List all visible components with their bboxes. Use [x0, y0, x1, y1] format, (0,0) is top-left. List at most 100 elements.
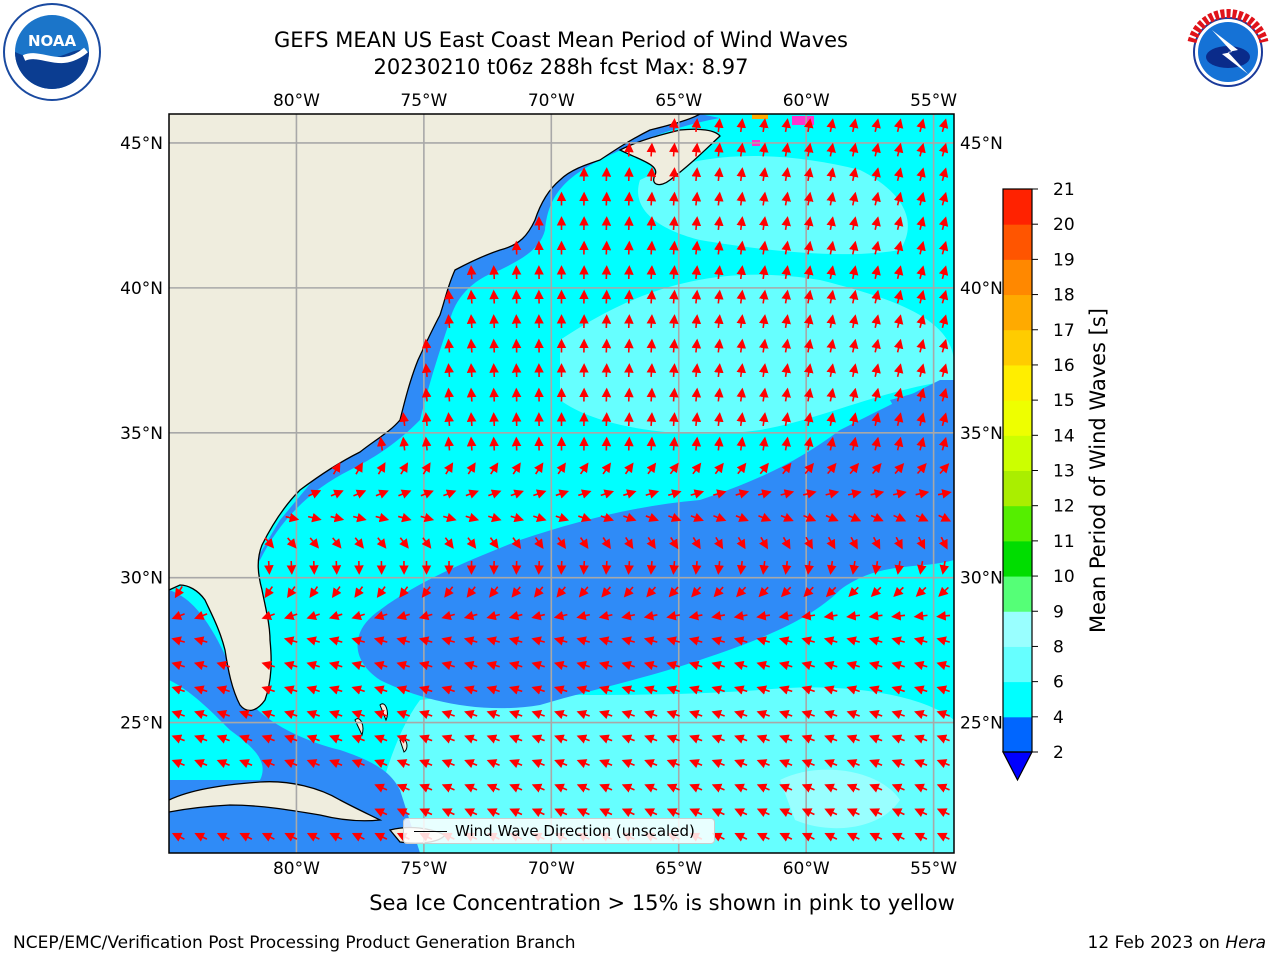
wind-wave-arrow [759, 462, 769, 475]
wind-wave-arrow [759, 191, 769, 206]
wind-wave-arrow [553, 636, 568, 646]
wind-wave-arrow [871, 338, 881, 353]
wind-wave-arrow [352, 512, 367, 523]
wind-wave-arrow [759, 387, 769, 402]
wind-wave-arrow [938, 240, 949, 255]
wind-wave-arrow [621, 636, 635, 646]
lat-tick-label-right: 40°N [960, 279, 1003, 299]
wind-wave-arrow [736, 560, 747, 575]
lon-tick-label-bottom: 65°W [655, 859, 702, 879]
colorbar-tick-label: 6 [1053, 673, 1064, 693]
wind-wave-arrow [646, 314, 657, 329]
wind-wave-arrow [194, 759, 208, 769]
wind-wave-arrow [781, 436, 791, 451]
wind-wave-arrow [599, 710, 613, 720]
wind-wave-arrow [870, 489, 885, 499]
wind-wave-arrow [646, 412, 657, 427]
wind-wave-arrow [936, 783, 950, 793]
wind-wave-arrow [669, 191, 679, 206]
wind-wave-arrow [239, 832, 253, 842]
wind-wave-arrow [804, 462, 814, 475]
wind-wave-arrow [871, 191, 881, 206]
wind-wave-arrow [421, 363, 432, 378]
wind-wave-arrow [463, 685, 478, 695]
wind-wave-arrow [823, 636, 838, 646]
wind-wave-arrow [374, 808, 388, 818]
colorbar-tick-label: 14 [1053, 426, 1075, 446]
wind-wave-arrow [444, 537, 454, 549]
wind-wave-arrow [691, 586, 702, 598]
wind-wave-arrow [328, 660, 343, 671]
wind-wave-arrow [734, 710, 748, 720]
wind-wave-arrow [915, 586, 927, 597]
wind-wave-arrow [531, 808, 545, 818]
wind-wave-arrow [555, 489, 569, 499]
wind-wave-arrow [936, 734, 950, 744]
wind-wave-arrow [351, 610, 365, 621]
wind-wave-arrow [736, 289, 747, 304]
wind-wave-arrow [307, 512, 322, 523]
wind-wave-arrow [645, 489, 660, 499]
wind-wave-arrow [646, 191, 657, 206]
footer-date-text: 12 Feb 2023 on [1087, 933, 1220, 953]
wind-wave-arrow [759, 363, 769, 378]
wind-wave-arrow [826, 314, 836, 329]
wind-wave-arrow [621, 660, 635, 671]
wind-wave-arrow [803, 240, 814, 255]
wind-wave-arrow [509, 734, 523, 744]
wind-wave-arrow [938, 536, 948, 550]
colorbar-bin [1003, 329, 1032, 366]
wind-wave-arrow [554, 734, 568, 744]
wind-wave-arrow [781, 167, 791, 182]
wind-wave-arrow [871, 363, 881, 378]
wind-wave-arrow [418, 636, 433, 646]
wind-wave-arrow [714, 462, 724, 475]
footer-credit: NCEP/EMC/Verification Post Processing Pr… [13, 933, 576, 953]
wind-wave-arrow [239, 734, 253, 744]
wind-wave-arrow [646, 167, 657, 182]
wind-wave-arrow [646, 240, 657, 255]
wind-wave-arrow [781, 240, 791, 255]
wind-wave-arrow [714, 436, 724, 451]
wind-wave-arrow [938, 289, 949, 304]
wind-wave-arrow [646, 338, 657, 353]
wind-wave-arrow [826, 289, 836, 304]
wind-wave-arrow [848, 191, 859, 206]
wind-wave-arrow [669, 387, 679, 402]
wind-wave-arrow [734, 808, 748, 818]
wind-wave-arrow [736, 118, 747, 133]
wind-wave-arrow [623, 512, 637, 522]
wind-wave-arrow [533, 512, 547, 523]
wind-wave-arrow [283, 685, 298, 695]
wind-wave-arrow [891, 832, 905, 842]
lat-tick-label-right: 30°N [960, 569, 1003, 589]
wind-wave-arrow [646, 216, 657, 231]
wind-wave-arrow [691, 338, 702, 353]
wind-wave-arrow [826, 338, 836, 353]
wind-wave-arrow [916, 216, 926, 231]
wind-wave-arrow [736, 167, 747, 182]
lat-tick-label-left: 45°N [120, 134, 163, 154]
lat-tick-label-right: 45°N [960, 134, 1003, 154]
wind-wave-arrow [846, 636, 860, 646]
wind-wave-arrow [624, 412, 634, 427]
wind-wave-arrow [938, 142, 949, 157]
wind-wave-arrow [893, 216, 904, 231]
wind-wave-arrow [801, 660, 815, 671]
wind-wave-arrow [803, 289, 814, 304]
wind-wave-arrow [466, 462, 476, 475]
wind-wave-arrow [553, 660, 568, 671]
wind-wave-arrow [735, 489, 750, 499]
wind-wave-arrow [803, 363, 814, 378]
wind-wave-arrow [553, 685, 568, 695]
wind-wave-arrow [826, 387, 836, 402]
wind-wave-arrow [688, 685, 703, 695]
wind-wave-arrow [759, 436, 769, 451]
wind-wave-arrow [329, 832, 343, 842]
wind-wave-arrow [691, 363, 702, 378]
wind-wave-arrow [553, 610, 568, 621]
wind-wave-arrow [759, 142, 769, 157]
wind-wave-arrow [644, 710, 658, 720]
wind-wave-arrow [669, 216, 679, 231]
wind-wave-arrow [669, 462, 679, 475]
